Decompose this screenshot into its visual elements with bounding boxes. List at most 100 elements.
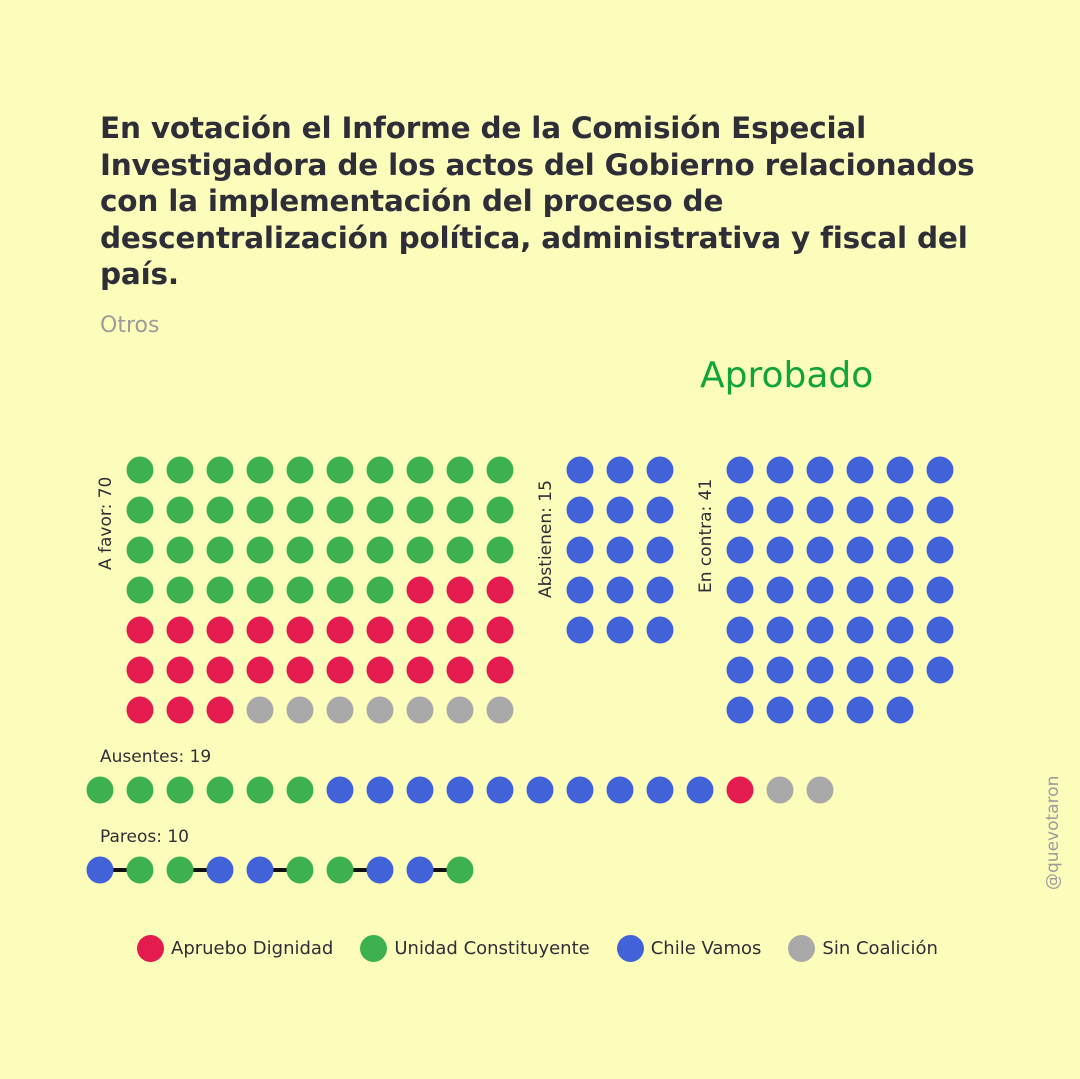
seat-dot-unidad-constituyente [86, 776, 114, 804]
seat-dot-chile-vamos [886, 496, 914, 524]
seat-dot-apruebo-dignidad [486, 616, 514, 644]
seat-dot-sin-coalicion [446, 696, 474, 724]
seat-dot-unidad-constituyente [486, 496, 514, 524]
legend-label: Apruebo Dignidad [171, 938, 334, 959]
seat-dot-chile-vamos [926, 456, 954, 484]
seat-dot-unidad-constituyente [206, 456, 234, 484]
seat-dot-chile-vamos [646, 616, 674, 644]
seat-dot-unidad-constituyente [126, 496, 154, 524]
seat-dot-chile-vamos [926, 576, 954, 604]
seat-dot-chile-vamos [726, 696, 754, 724]
seat-dot-chile-vamos [766, 696, 794, 724]
seat-dot-chile-vamos [406, 776, 434, 804]
seat-dot-chile-vamos [606, 456, 634, 484]
seat-dot-unidad-constituyente [366, 536, 394, 564]
seat-dot-apruebo-dignidad [726, 776, 754, 804]
seat-dot-chile-vamos [846, 536, 874, 564]
seat-dot-chile-vamos [566, 496, 594, 524]
seat-dot-apruebo-dignidad [246, 656, 274, 684]
seat-dot-unidad-constituyente [286, 496, 314, 524]
seat-dot-chile-vamos [886, 536, 914, 564]
seat-dot-apruebo-dignidad [126, 616, 154, 644]
seat-dot-unidad-constituyente [286, 776, 314, 804]
seat-dot-unidad-constituyente [206, 496, 234, 524]
legend-item-unidad-constituyente: Unidad Constituyente [360, 935, 590, 962]
seat-dot-apruebo-dignidad [366, 616, 394, 644]
seat-dot-chile-vamos [766, 496, 794, 524]
legend-item-apruebo-dignidad: Apruebo Dignidad [137, 935, 333, 962]
seat-dot-apruebo-dignidad [406, 616, 434, 644]
seat-dot-chile-vamos [846, 696, 874, 724]
seat-dot-chile-vamos [326, 776, 354, 804]
seat-dot-chile-vamos [366, 776, 394, 804]
seat-dot-chile-vamos [886, 456, 914, 484]
seat-dot-unidad-constituyente [486, 536, 514, 564]
seat-dot-sin-coalicion [326, 696, 354, 724]
seat-dot-chile-vamos [766, 616, 794, 644]
seat-dot-apruebo-dignidad [246, 616, 274, 644]
seat-dot-chile-vamos [726, 616, 754, 644]
seat-dot-chile-vamos [206, 856, 234, 884]
group-ausentes: Ausentes: 19 [86, 747, 834, 804]
seat-dot-chile-vamos [926, 536, 954, 564]
seat-dot-chile-vamos [646, 456, 674, 484]
seat-dot-chile-vamos [246, 856, 274, 884]
seat-dot-chile-vamos [926, 616, 954, 644]
seat-dot-chile-vamos [926, 656, 954, 684]
seat-dot-unidad-constituyente [366, 456, 394, 484]
seat-dot-unidad-constituyente [166, 536, 194, 564]
seat-dot-unidad-constituyente [246, 576, 274, 604]
seat-dot-chile-vamos [926, 496, 954, 524]
seat-dot-chile-vamos [766, 456, 794, 484]
seat-dot-chile-vamos [726, 656, 754, 684]
seat-dot-unidad-constituyente [246, 536, 274, 564]
seat-dot-unidad-constituyente [286, 856, 314, 884]
seat-dot-unidad-constituyente [326, 856, 354, 884]
seat-dot-unidad-constituyente [206, 576, 234, 604]
seat-dot-apruebo-dignidad [406, 656, 434, 684]
seat-dot-apruebo-dignidad [166, 696, 194, 724]
seat-dot-unidad-constituyente [126, 576, 154, 604]
legend-label: Chile Vamos [650, 938, 762, 959]
seat-dot-chile-vamos [846, 616, 874, 644]
seat-dot-chile-vamos [806, 456, 834, 484]
group-en-contra: En contra: 41 [696, 456, 954, 724]
seat-dot-chile-vamos [686, 776, 714, 804]
seat-dot-chile-vamos [646, 496, 674, 524]
seat-dot-unidad-constituyente [166, 776, 194, 804]
label-pareos: Pareos: 10 [100, 827, 189, 847]
seat-dot-chile-vamos [566, 576, 594, 604]
seat-dot-unidad-constituyente [206, 536, 234, 564]
group-abstienen: Abstienen: 15 [536, 456, 674, 644]
seat-dot-chile-vamos [726, 456, 754, 484]
seat-dot-unidad-constituyente [366, 576, 394, 604]
seat-dot-chile-vamos [366, 856, 394, 884]
seat-dot-chile-vamos [566, 616, 594, 644]
seat-dot-sin-coalicion [806, 776, 834, 804]
seat-dot-unidad-constituyente [286, 576, 314, 604]
seat-dot-chile-vamos [886, 696, 914, 724]
seat-dot-apruebo-dignidad [206, 616, 234, 644]
seat-dot-unidad-constituyente [326, 576, 354, 604]
legend-label: Sin Coalición [822, 938, 938, 959]
seat-dot-sin-coalicion [286, 696, 314, 724]
seat-dot-unidad-constituyente [126, 456, 154, 484]
seat-dot-apruebo-dignidad [366, 656, 394, 684]
seat-dot-chile-vamos [846, 496, 874, 524]
seat-dot-unidad-constituyente [286, 536, 314, 564]
seat-dot-sin-coalicion [486, 696, 514, 724]
seat-dot-apruebo-dignidad [206, 696, 234, 724]
seat-dot-chile-vamos [486, 776, 514, 804]
legend-label: Unidad Constituyente [394, 938, 590, 959]
page-title: En votación el Informe de la Comisión Es… [100, 111, 975, 291]
seat-dot-unidad-constituyente [206, 776, 234, 804]
seat-dot-unidad-constituyente [486, 456, 514, 484]
seat-dot-sin-coalicion [766, 776, 794, 804]
seat-dot-chile-vamos [606, 576, 634, 604]
seat-dot-unidad-constituyente [166, 456, 194, 484]
legend-swatch [788, 935, 816, 962]
seat-dot-unidad-constituyente [446, 456, 474, 484]
seat-dot-chile-vamos [646, 536, 674, 564]
seat-dot-apruebo-dignidad [166, 616, 194, 644]
